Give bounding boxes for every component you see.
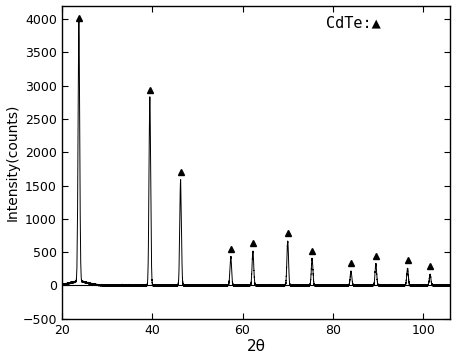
X-axis label: 2θ: 2θ	[246, 339, 265, 355]
Text: CdTe:▲: CdTe:▲	[325, 15, 380, 30]
Y-axis label: Intensity(counts): Intensity(counts)	[5, 103, 20, 221]
